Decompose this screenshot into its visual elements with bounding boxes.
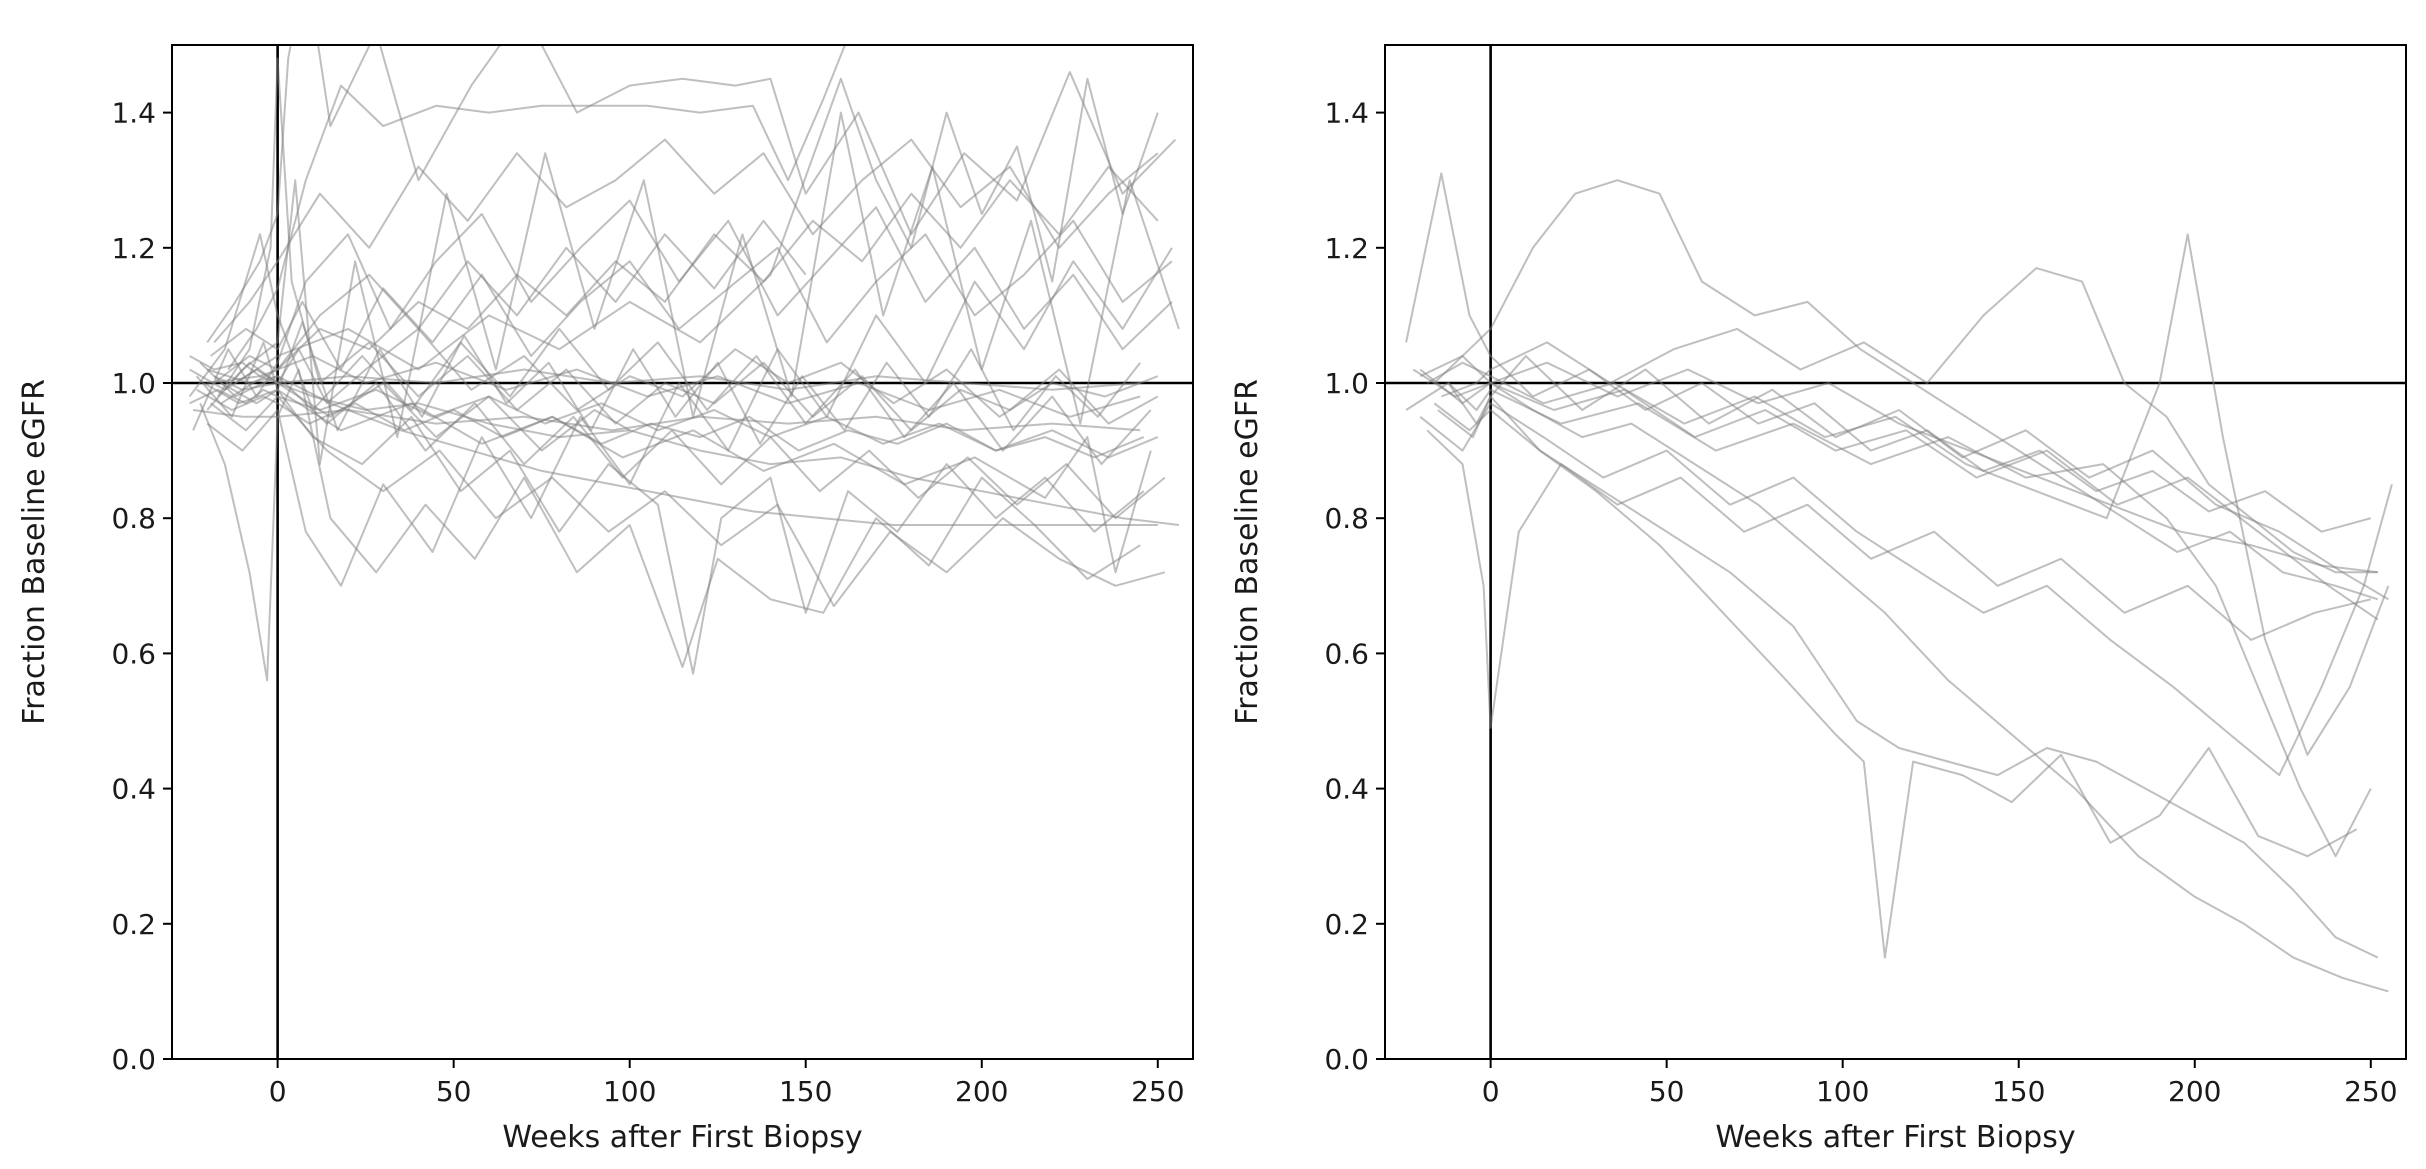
y-tick-label: 1.0 <box>111 367 156 400</box>
x-tick-label: 50 <box>436 1075 472 1108</box>
y-tick-label: 1.2 <box>111 232 156 265</box>
trajectory-line <box>1426 233 2390 756</box>
trajectory-line <box>220 165 1159 405</box>
y-axis-label: Fraction Baseline eGFR <box>1230 379 1265 725</box>
x-tick-label: 100 <box>603 1075 656 1108</box>
trajectory-group <box>1405 172 2393 993</box>
y-tick-label: 1.2 <box>1324 232 1369 265</box>
y-tick-label: 0.2 <box>111 908 156 941</box>
left-chart-svg: 0 50 100 150 200 250 0.0 0.2 0.4 0.6 0.8 1.0 1.2 1.4 W… <box>17 44 1194 1155</box>
trajectory-line <box>213 138 1159 344</box>
y-tick-label: 1.4 <box>111 97 156 130</box>
trajectory-line <box>206 368 1158 526</box>
y-tick-label: 0.2 <box>1324 908 1369 941</box>
trajectory-line <box>1433 402 2379 959</box>
right-panel: 0 50 100 150 200 250 0.0 0.2 0.4 0.6 0.8 1.0 1.2 1.4 W… <box>1213 0 2426 1169</box>
trajectory-line <box>192 409 1141 432</box>
x-tick-label: 150 <box>1992 1075 2045 1108</box>
trajectory-line <box>234 77 1159 384</box>
y-tick-label: 1.4 <box>1324 97 1369 130</box>
plot-border <box>1384 44 2407 1060</box>
trajectory-line <box>1440 267 2378 574</box>
trajectory-line <box>1447 382 2372 858</box>
left-panel: 0 50 100 150 200 250 0.0 0.2 0.4 0.6 0.8 1.0 1.2 1.4 W… <box>17 44 1194 1155</box>
trajectory-line <box>195 321 1141 445</box>
x-tick-label: 200 <box>955 1075 1008 1108</box>
trajectory-line <box>224 368 631 452</box>
trajectory-line <box>210 395 1166 608</box>
trajectory-line <box>227 45 847 371</box>
trajectory-line <box>199 368 1141 682</box>
trajectory-line <box>1437 395 2358 959</box>
y-tick-label: 1.0 <box>1324 367 1369 400</box>
trajectory-group <box>188 45 1180 682</box>
trajectory-line <box>206 111 1180 466</box>
right-chart-svg: 0 50 100 150 200 250 0.0 0.2 0.4 0.6 0.8 1.0 1.2 1.4 W… <box>1230 44 2407 1155</box>
x-tick-label: 150 <box>779 1075 832 1108</box>
trajectory-line <box>1405 172 2372 533</box>
trajectory-line <box>1433 179 2379 601</box>
x-tick-label: 250 <box>2344 1075 2397 1108</box>
trajectory-line <box>210 219 1173 371</box>
trajectory-line <box>1419 355 2378 574</box>
trajectory-line <box>1412 368 2379 621</box>
y-tick-label: 0.8 <box>111 502 156 535</box>
y-tick-label: 0.6 <box>111 637 156 670</box>
trajectory-line <box>1419 368 2389 993</box>
trajectory-line <box>1405 355 2389 601</box>
trajectory-line <box>203 382 1145 675</box>
trajectory-line <box>213 219 807 384</box>
plot-border <box>171 44 1194 1060</box>
trajectory-line <box>220 382 1152 574</box>
y-tick-label: 0.8 <box>1324 502 1369 535</box>
trajectory-line <box>1426 429 2372 729</box>
x-axis-label: Weeks after First Biopsy <box>502 1120 862 1155</box>
trajectory-line <box>206 45 1177 343</box>
x-tick-label: 50 <box>1649 1075 1685 1108</box>
x-tick-label: 0 <box>269 1075 287 1108</box>
trajectory-line <box>1419 402 2393 777</box>
y-tick-label: 0.0 <box>111 1043 156 1076</box>
y-tick-label: 0.0 <box>1324 1043 1369 1076</box>
x-tick-label: 0 <box>1482 1075 1500 1108</box>
trajectory-line <box>206 247 1173 587</box>
x-tick-label: 200 <box>2168 1075 2221 1108</box>
x-tick-label: 250 <box>1131 1075 1184 1108</box>
trajectory-line <box>192 199 1173 431</box>
x-axis-label: Weeks after First Biopsy <box>1715 1120 2075 1155</box>
trajectory-line <box>189 355 1141 418</box>
x-tick-label: 100 <box>1816 1075 1869 1108</box>
y-axis-label: Fraction Baseline eGFR <box>17 379 52 725</box>
y-tick-label: 0.4 <box>1324 773 1369 806</box>
y-tick-label: 0.6 <box>1324 637 1369 670</box>
y-tick-label: 0.4 <box>111 773 156 806</box>
trajectory-line <box>189 388 1159 459</box>
